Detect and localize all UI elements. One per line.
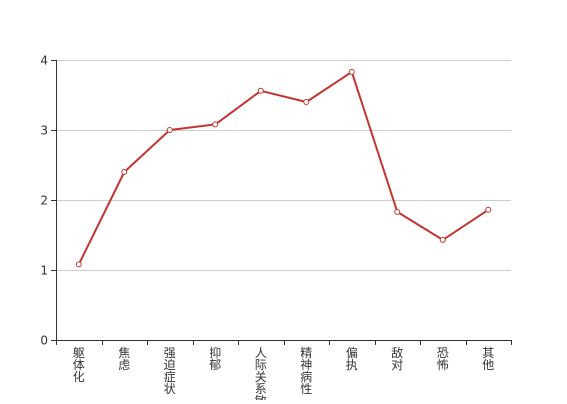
- data-point: [257, 87, 264, 94]
- axes: 0 1 2 3 4 躯体化 焦虑 强迫症状 抑郁 人际关系敏感 精神病性 偏执 敌对 恐怖 其他: [40, 54, 512, 404]
- data-point: [394, 208, 401, 215]
- x-tick-label: 强迫症状: [164, 346, 176, 396]
- x-tick-label: 焦虑: [118, 346, 130, 372]
- data-point: [212, 121, 219, 128]
- y-tick-label: 3: [40, 124, 48, 138]
- x-tick-label: 躯体化: [73, 345, 85, 384]
- x-tick-label: 精神病性: [300, 346, 312, 396]
- y-tick-label: 2: [40, 194, 48, 208]
- x-tick-label: 人际关系敏感: [255, 346, 267, 400]
- x-tick-label: 其他: [482, 346, 494, 372]
- data-point: [439, 236, 446, 243]
- x-tick-label: 敌对: [391, 345, 403, 372]
- y-tick-label: 4: [40, 54, 48, 68]
- data-point: [303, 99, 310, 105]
- data-point: [348, 68, 355, 75]
- y-tick-label: 0: [40, 334, 48, 348]
- series: [75, 68, 492, 268]
- series-line: [77, 70, 489, 265]
- data-point: [75, 261, 82, 268]
- data-point: [121, 169, 128, 175]
- x-tick-label: 偏执: [346, 345, 358, 372]
- x-tick-label: 抑郁: [209, 345, 221, 372]
- grid-lines: [56, 60, 511, 271]
- data-point: [166, 127, 173, 133]
- y-tick-label: 1: [40, 264, 48, 278]
- data-point: [485, 206, 492, 213]
- x-tick-label: 恐怖: [437, 346, 449, 372]
